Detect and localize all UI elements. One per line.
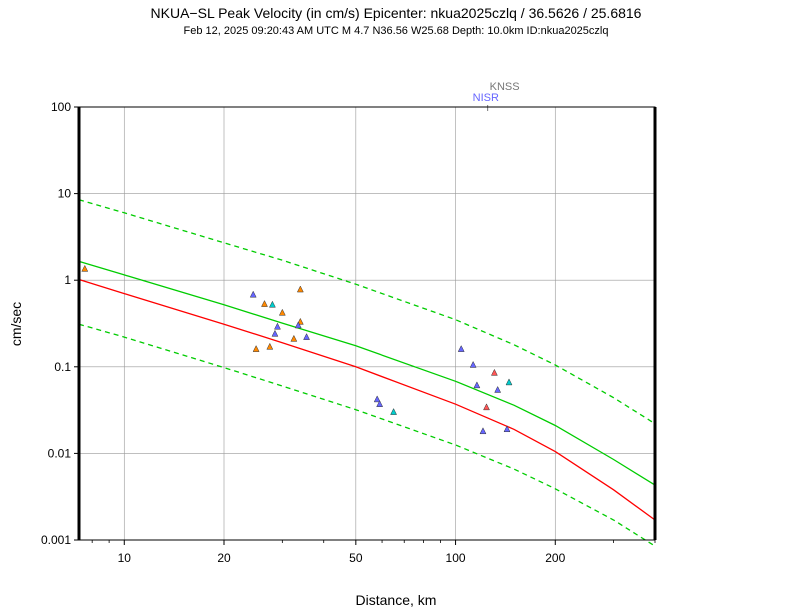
station-marker	[278, 308, 286, 316]
model-curve-1	[78, 260, 656, 486]
station-marker	[274, 322, 281, 330]
station-marker	[271, 329, 279, 337]
station-marker	[252, 345, 260, 352]
chart-title: NKUA−SL Peak Velocity (in cm/s) Epicente…	[150, 5, 642, 21]
x-axis-label: Distance, km	[356, 592, 437, 608]
axes: 10 20 50 100 200 0.001 0.01 0.1 1 10 100	[41, 100, 657, 565]
station-marker	[390, 408, 397, 415]
off-scale-station-label: KNSS	[490, 81, 520, 93]
station-marker	[269, 300, 276, 308]
station-marker	[457, 345, 465, 352]
y-tick-label: 0.001	[41, 533, 71, 547]
station-marker	[261, 300, 268, 307]
x-tick-label: 50	[349, 551, 363, 565]
y-tick-label: 0.1	[54, 360, 71, 374]
station-marker	[290, 334, 298, 342]
station-marker	[469, 360, 477, 368]
station-marker	[294, 321, 302, 329]
plot-frame	[78, 106, 656, 541]
chart-subtitle: Feb 12, 2025 09:20:43 AM UTC M 4.7 N36.5…	[183, 25, 609, 37]
off-scale-station-label: NISR	[473, 92, 499, 104]
station-marker	[249, 290, 257, 298]
station-marker	[376, 400, 384, 407]
x-tick-label: 20	[217, 551, 231, 565]
station-marker	[296, 285, 304, 293]
axis-labels: Distance, km cm/sec	[8, 302, 436, 608]
station-marker	[81, 264, 89, 272]
station-marker	[490, 368, 498, 376]
model-curves	[78, 199, 656, 547]
model-curve-4	[78, 323, 656, 547]
x-tick-label: 100	[446, 551, 466, 565]
y-tick-label: 1	[64, 273, 71, 287]
x-tick-label: 10	[118, 551, 132, 565]
y-tick-label: 10	[58, 187, 72, 201]
station-marker	[483, 403, 490, 411]
station-marker	[505, 378, 513, 386]
model-curve-2	[78, 278, 656, 521]
x-tick-label: 200	[545, 551, 565, 565]
grid-lines	[79, 106, 655, 541]
station-marker	[479, 427, 487, 435]
station-marker	[373, 395, 381, 403]
y-axis-label: cm/sec	[8, 302, 24, 346]
station-marker	[494, 385, 502, 393]
station-marker	[303, 333, 310, 340]
model-curve-3	[78, 199, 656, 425]
station-marker	[473, 381, 481, 389]
station-marker	[266, 342, 274, 350]
station-marker	[503, 425, 511, 433]
y-tick-label: 100	[51, 100, 71, 114]
y-tick-label: 0.01	[48, 446, 72, 460]
